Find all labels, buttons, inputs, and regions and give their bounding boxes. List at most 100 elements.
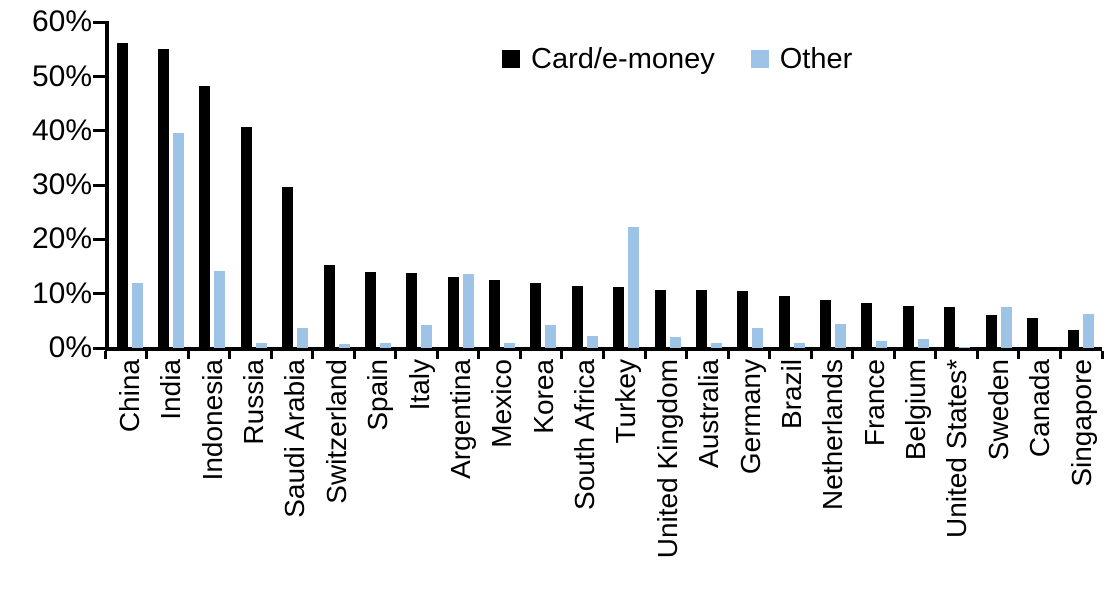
y-axis-tick-label: 10%: [31, 276, 92, 310]
bar-other: [545, 325, 557, 348]
x-axis-label-text: France: [858, 359, 890, 447]
bar-other: [131, 283, 143, 348]
x-axis-label: Argentina: [440, 359, 481, 479]
bar-group: [895, 22, 936, 348]
bar-card-e-money: [116, 43, 128, 348]
x-axis-tick: [726, 351, 730, 359]
x-axis-label: Germany: [730, 359, 771, 474]
bar-group: [150, 22, 191, 348]
legend: Card/e-money Other: [502, 42, 852, 76]
y-axis-tick: [93, 20, 106, 24]
bar-other: [214, 271, 226, 348]
bar-card-e-money: [861, 303, 873, 348]
x-axis-tick: [186, 351, 190, 359]
bar-card-e-money: [695, 290, 707, 348]
x-axis-tick: [352, 351, 356, 359]
x-axis-tick: [145, 351, 149, 359]
x-axis-label-text: Brazil: [775, 359, 807, 430]
bar-group: [688, 22, 729, 348]
x-axis-label: Russia: [233, 359, 274, 445]
x-axis-label-text: Spain: [362, 359, 394, 431]
y-axis-tick-label: 50%: [31, 59, 92, 93]
bar-other: [297, 328, 309, 348]
x-axis-label: India: [150, 359, 191, 420]
bar-card-e-money: [489, 280, 501, 348]
bar-card-e-money: [902, 306, 914, 348]
bar-group: [978, 22, 1019, 348]
x-axis-tick: [1017, 351, 1021, 359]
bar-card-e-money: [199, 86, 211, 348]
x-axis-label-text: Turkey: [610, 359, 642, 444]
bar-group: [564, 22, 605, 348]
y-axis-tick-label: 60%: [31, 5, 92, 39]
x-axis-tick: [602, 351, 605, 359]
bar-card-e-money: [778, 296, 790, 348]
x-axis-label-text: Mexico: [486, 359, 518, 448]
bar-other: [255, 343, 267, 348]
bar-other: [793, 343, 805, 348]
x-axis-tick: [311, 351, 315, 359]
x-axis-label: Sweden: [978, 359, 1019, 460]
y-axis-tick: [93, 183, 106, 187]
bar-card-e-money: [530, 283, 542, 348]
bar-other: [628, 227, 640, 348]
x-axis-tick: [892, 351, 896, 359]
bar-card-e-money: [820, 300, 832, 348]
y-axis-tick: [93, 346, 106, 350]
bar-group: [1019, 22, 1060, 348]
bar-other: [876, 341, 888, 348]
x-axis-tick: [560, 351, 564, 359]
x-axis-tick: [851, 351, 855, 359]
bar-card-e-money: [406, 273, 418, 348]
bar-group: [316, 22, 357, 348]
x-axis-label-text: Canada: [1024, 359, 1056, 458]
x-axis-tick: [269, 351, 273, 359]
y-axis-tick-label: 30%: [31, 168, 92, 202]
bar-group: [440, 22, 481, 348]
bar-other: [379, 343, 391, 348]
x-axis-tick: [435, 351, 439, 359]
bar-other: [421, 325, 433, 348]
bar-group: [854, 22, 895, 348]
bar-other: [462, 274, 474, 348]
bar-group: [606, 22, 647, 348]
x-axis-label-text: Switzerland: [320, 359, 352, 504]
x-axis-label: United Kingdom: [647, 359, 688, 558]
x-axis-tick: [394, 351, 398, 359]
bar-card-e-money: [613, 287, 625, 348]
x-axis-label: Canada: [1019, 359, 1060, 457]
x-axis-tick: [768, 351, 772, 359]
bar-group: [771, 22, 812, 348]
y-axis-tick: [93, 129, 106, 133]
x-axis-label-text: Belgium: [900, 359, 932, 461]
bar-card-e-money: [985, 315, 997, 348]
x-axis-label-text: India: [155, 359, 187, 420]
x-axis-label: Mexico: [481, 359, 522, 448]
x-axis-label: South Africa: [564, 359, 605, 510]
x-axis-label: France: [854, 359, 895, 446]
bar-other: [504, 343, 516, 348]
bar-group: [937, 22, 978, 348]
bar-card-e-money: [240, 127, 252, 348]
x-axis-label-text: Australia: [693, 359, 725, 468]
bar-card-e-money: [1026, 318, 1038, 348]
x-axis-label: Italy: [399, 359, 440, 410]
bar-group: [109, 22, 150, 348]
x-axis-tick: [975, 351, 979, 359]
bar-other: [752, 328, 764, 348]
bar-card-e-money: [571, 286, 583, 348]
x-axis-label-text: Korea: [527, 359, 559, 434]
bar-other: [586, 336, 598, 348]
x-axis-tick: [643, 351, 647, 359]
bar-other: [173, 133, 185, 348]
x-axis-tick: [1100, 351, 1104, 359]
bar-group: [812, 22, 853, 348]
x-axis-label: Australia: [688, 359, 729, 468]
x-axis-line: [105, 347, 1102, 351]
y-axis-tick: [93, 237, 106, 241]
legend-label-other: Other: [779, 42, 853, 75]
x-axis-label: Korea: [523, 359, 564, 434]
x-axis-label-text: Netherlands: [817, 359, 849, 510]
bar-other: [710, 343, 722, 348]
bar-group: [399, 22, 440, 348]
